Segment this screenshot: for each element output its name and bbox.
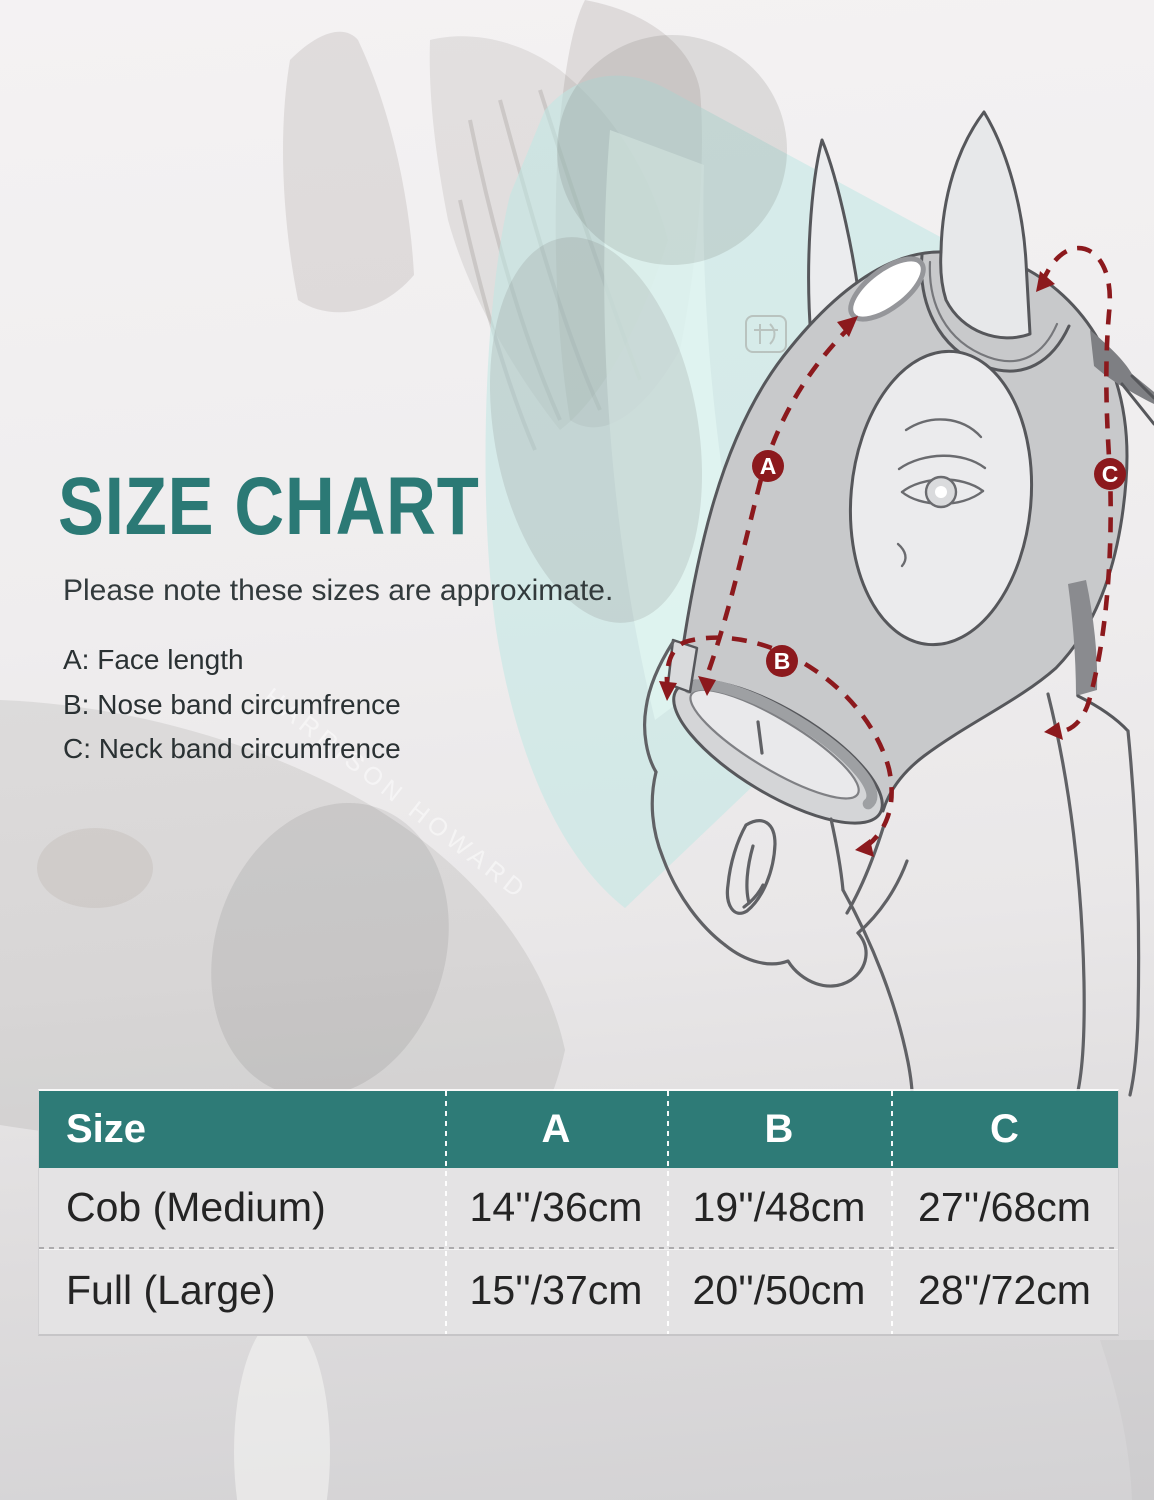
value-a: 15''/37cm [469, 1267, 643, 1313]
photo-horse-body [0, 700, 565, 1153]
column-header-b: B [764, 1107, 794, 1151]
value-a: 14''/36cm [469, 1184, 643, 1230]
measurement-markers: A B C [752, 450, 1126, 677]
photo-mesh-eye-area [489, 237, 703, 623]
marker-a-label: A [760, 453, 777, 479]
legend-item-a: A: Face length [63, 644, 244, 675]
column-header-c: C [990, 1107, 1019, 1151]
marker-c-badge [1094, 458, 1126, 490]
photo-brand-logo-patch [745, 315, 787, 353]
legend-item-b: B: Nose band circumfrence [63, 688, 401, 720]
column-divider [891, 1091, 893, 1334]
subtitle-note: Please note these sizes are approximate. [63, 574, 614, 607]
value-b: 20''/50cm [692, 1267, 866, 1313]
column-header-size: Size [66, 1107, 147, 1151]
measure-line-a [706, 323, 854, 671]
measurement-legend: A: Face length B: Nose band circumfrence… [63, 638, 401, 772]
measure-line-b [664, 635, 894, 847]
marker-c-label: C [1102, 461, 1119, 487]
table-row-full-large: Full (Large) 15''/37cm 20''/50cm 28''/72… [39, 1247, 1118, 1334]
measure-line-c [1039, 245, 1113, 734]
column-header-a: A [541, 1107, 571, 1151]
table-row-cob-medium: Cob (Medium) 14''/36cm 19''/48cm 27''/68… [39, 1168, 1118, 1247]
value-c: 27''/68cm [918, 1184, 1091, 1230]
marker-b-label: B [774, 648, 791, 674]
page-title: SIZE CHART [58, 461, 480, 552]
measurement-arrowheads [659, 271, 1063, 857]
column-divider [667, 1091, 669, 1334]
row-divider [39, 1247, 1118, 1249]
size-table-header: Size A B C [39, 1091, 1118, 1168]
marker-a-badge [752, 450, 784, 482]
horse-right-ear [939, 110, 1032, 340]
size-label: Full (Large) [66, 1267, 276, 1313]
size-table: Size A B C Cob (Medium) 14''/36cm 19''/4… [38, 1089, 1119, 1336]
value-b: 19''/48cm [692, 1184, 866, 1230]
size-label: Cob (Medium) [66, 1184, 326, 1230]
forelock-opening [848, 256, 926, 322]
muzzle-sketch [643, 640, 909, 988]
measurement-lines [664, 245, 1113, 847]
cheek-strap [1068, 580, 1098, 696]
horse-eye-sketch [896, 418, 987, 568]
value-c: 28''/72cm [918, 1267, 1091, 1313]
column-divider [445, 1091, 447, 1334]
marker-b-badge [766, 645, 798, 677]
legend-item-c: C: Neck band circumfrence [63, 733, 401, 764]
